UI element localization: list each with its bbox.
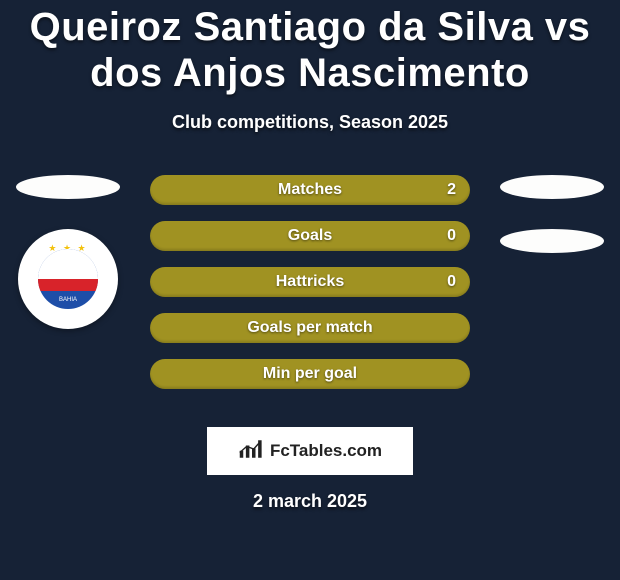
stats-area: ★ ★ ★ BAHIA Matches2Goals0Hattricks0Goal… (0, 175, 620, 415)
stat-row: Matches 2 (150, 175, 470, 205)
date-text: 2 march 2025 (0, 491, 620, 512)
stat-row: Goals per match (150, 313, 470, 343)
right-team-ellipse (500, 229, 604, 253)
stat-label: Matches (278, 181, 342, 199)
stat-value: 0 (447, 273, 456, 291)
footer-brand-text: FcTables.com (270, 441, 382, 461)
stats-list: Matches 2 Goals 0 Hattricks 0 Goals per match M… (150, 175, 470, 389)
left-name-ellipse (16, 175, 120, 199)
stat-label: Goals per match (247, 319, 372, 337)
left-player-col: ★ ★ ★ BAHIA (8, 175, 128, 329)
stat-row: Hattricks 0 (150, 267, 470, 297)
stat-value: 2 (447, 181, 456, 199)
stat-value: 0 (447, 227, 456, 245)
right-name-ellipse (500, 175, 604, 199)
stat-row: Min per goal (150, 359, 470, 389)
stat-label: Goals (288, 227, 332, 245)
bahia-crest-icon: ★ ★ ★ BAHIA (38, 249, 98, 309)
subtitle: Club competitions, Season 2025 (0, 112, 620, 133)
bar-chart-icon (238, 438, 266, 465)
left-team-badge: ★ ★ ★ BAHIA (18, 229, 118, 329)
stat-label: Hattricks (276, 273, 344, 291)
right-player-col (492, 175, 612, 283)
page-title: Queiroz Santiago da Silva vs dos Anjos N… (0, 0, 620, 106)
stat-label: Min per goal (263, 365, 357, 383)
footer-brand-box: FcTables.com (207, 427, 413, 475)
stat-row: Goals 0 (150, 221, 470, 251)
